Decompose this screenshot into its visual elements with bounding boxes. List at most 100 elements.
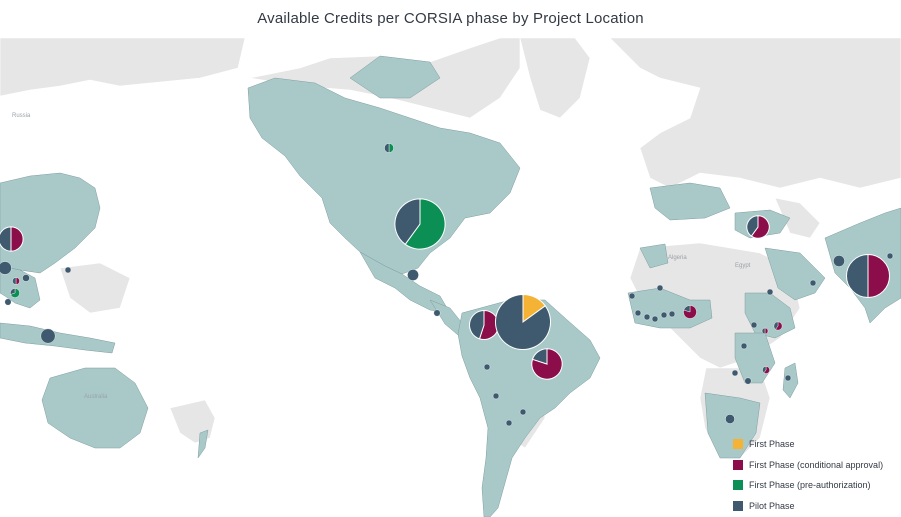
- southeast-asia-shape: [0, 265, 41, 309]
- pie-slice-pilot: [845, 253, 869, 299]
- pie-myanmar[interactable]: [0, 261, 12, 275]
- map-label-russia: Russia: [12, 113, 31, 119]
- legend-item-preauth[interactable]: First Phase (pre-authorization): [733, 475, 883, 496]
- pie-uruguay[interactable]: [505, 419, 513, 427]
- pie-slice-pilot: [683, 305, 691, 313]
- pie-ghana[interactable]: [668, 310, 676, 318]
- pie-senegal[interactable]: [628, 292, 636, 300]
- map-label-australia: Australia: [84, 394, 108, 400]
- legend-swatch: [733, 480, 743, 491]
- legend-label: First Phase (pre-authorization): [749, 480, 871, 491]
- pie-slice-pilot: [761, 327, 766, 335]
- map-label-egypt: Egypt: [735, 263, 751, 269]
- pie-slice-pilot: [519, 408, 527, 416]
- pie-slice-pilot: [0, 261, 12, 275]
- pie-slice-pilot: [469, 309, 485, 340]
- pie-brazil[interactable]: [531, 348, 563, 380]
- new-zealand-shape: [197, 429, 209, 459]
- south-america-shape: [457, 299, 601, 517]
- pie-nigeria[interactable]: [683, 305, 697, 319]
- map-canvas[interactable]: Russia Algeria Egypt Australia: [0, 38, 901, 517]
- pie-slice-pilot: [4, 298, 12, 306]
- pie-ethiopia[interactable]: [766, 288, 774, 296]
- pie-rwanda[interactable]: [761, 327, 769, 335]
- southern-africa-shape: [704, 392, 761, 459]
- legend-swatch: [733, 500, 743, 511]
- pie-slice-pilot: [746, 215, 759, 237]
- middle-east-shape: [764, 247, 826, 301]
- pie-bangladesh[interactable]: [886, 252, 894, 260]
- pie-slice-pilot: [494, 293, 552, 351]
- pie-slice-pilot: [394, 198, 421, 246]
- chart-title: Available Credits per CORSIA phase by Pr…: [257, 10, 644, 27]
- pie-liberia[interactable]: [651, 315, 659, 323]
- pie-slice-pilot: [656, 284, 664, 292]
- pie-slice-pilot: [744, 377, 752, 385]
- pie-slice-pilot: [886, 252, 894, 260]
- legend-item-conditional[interactable]: First Phase (conditional approval): [733, 455, 883, 476]
- map-labels: Russia Algeria Egypt Australia: [12, 113, 751, 400]
- legend-item-first-phase[interactable]: First Phase: [733, 434, 883, 455]
- pie-slice-pilot: [40, 328, 56, 344]
- pie-slice-pilot: [725, 414, 735, 424]
- pie-slice-pilot: [384, 143, 390, 153]
- pie-peru[interactable]: [483, 363, 491, 371]
- pie-guatemala[interactable]: [433, 309, 441, 317]
- pie-zimbabwe[interactable]: [744, 377, 752, 385]
- pie-cote-d-ivoire[interactable]: [660, 311, 668, 319]
- pie-turkey[interactable]: [746, 215, 770, 239]
- pie-zambia[interactable]: [731, 369, 739, 377]
- pie-indonesia[interactable]: [40, 328, 56, 344]
- pie-slice-pilot: [433, 309, 441, 317]
- pie-slice-conditional: [10, 226, 24, 252]
- pie-taiwan[interactable]: [64, 266, 72, 274]
- pie-pakistan[interactable]: [833, 255, 845, 267]
- pie-kenya[interactable]: [773, 321, 783, 331]
- pie-slice-conditional: [750, 215, 770, 239]
- pie-paraguay[interactable]: [519, 408, 527, 416]
- legend-item-pilot[interactable]: Pilot Phase: [733, 496, 883, 517]
- pie-slice-pilot: [668, 310, 676, 318]
- pie-china[interactable]: [0, 226, 24, 252]
- pie-mexico[interactable]: [407, 269, 419, 281]
- legend-swatch: [733, 439, 743, 450]
- pie-mali[interactable]: [656, 284, 664, 292]
- pie-slice-pilot: [634, 309, 642, 317]
- pie-vietnam[interactable]: [12, 277, 20, 285]
- pie-united-states[interactable]: [394, 198, 446, 250]
- pie-venezuela-guiana-region[interactable]: [494, 293, 552, 351]
- project-countries: [0, 55, 901, 517]
- pie-laos[interactable]: [22, 274, 30, 282]
- pie-bolivia[interactable]: [492, 392, 500, 400]
- east-africa-shape: [744, 292, 796, 339]
- world-map[interactable]: Russia Algeria Egypt Australia: [0, 38, 901, 517]
- pie-guinea[interactable]: [634, 309, 642, 317]
- pie-layer[interactable]: [0, 143, 894, 427]
- pie-slice-conditional: [764, 327, 769, 335]
- pie-slice-pilot: [731, 369, 739, 377]
- pie-slice-pilot: [12, 277, 17, 285]
- pie-slice-pilot: [660, 311, 668, 319]
- pie-slice-pilot: [0, 226, 12, 252]
- legend-label: Pilot Phase: [749, 500, 795, 511]
- madagascar-shape: [782, 362, 799, 399]
- indonesia-shape: [0, 322, 116, 354]
- pie-slice-pilot: [628, 292, 636, 300]
- pie-canada[interactable]: [384, 143, 394, 153]
- pie-united-arab-emirates[interactable]: [809, 279, 817, 287]
- pie-slice-pilot: [784, 374, 792, 382]
- legend-label: First Phase: [749, 439, 795, 450]
- pie-mozambique[interactable]: [762, 366, 770, 374]
- pie-slice-pilot: [773, 321, 779, 330]
- pie-tanzania[interactable]: [740, 342, 748, 350]
- pie-india[interactable]: [845, 253, 891, 299]
- pie-uganda[interactable]: [750, 321, 758, 329]
- pie-thailand[interactable]: [4, 298, 12, 306]
- pie-madagascar[interactable]: [784, 374, 792, 382]
- pie-slice-pilot: [740, 342, 748, 350]
- pie-cambodia[interactable]: [10, 288, 20, 298]
- pie-colombia[interactable]: [469, 309, 499, 340]
- pie-sierra-leone[interactable]: [643, 313, 651, 321]
- australia-shape: [41, 367, 149, 449]
- pie-south-africa[interactable]: [725, 414, 735, 424]
